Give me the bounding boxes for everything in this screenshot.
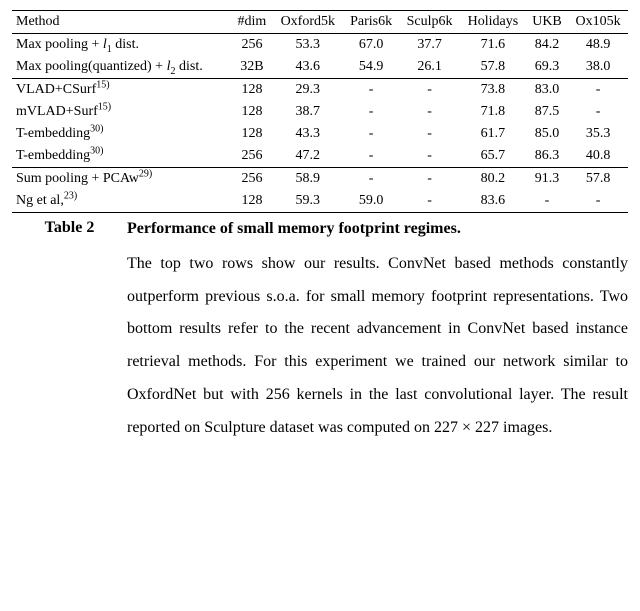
value-cell: 71.6 xyxy=(460,34,526,57)
table-caption: Table 2 Performance of small memory foot… xyxy=(12,219,628,445)
value-cell: 43.3 xyxy=(273,123,343,145)
value-cell: - xyxy=(568,101,628,123)
table-row: T-embedding30)12843.3--61.785.035.3 xyxy=(12,123,628,145)
value-cell: 38.0 xyxy=(568,56,628,79)
table-row: VLAD+CSurf15)12829.3--73.883.0- xyxy=(12,79,628,102)
value-cell: 256 xyxy=(231,168,272,191)
value-cell: 47.2 xyxy=(273,145,343,168)
value-cell: 87.5 xyxy=(526,101,568,123)
value-cell: 57.8 xyxy=(568,168,628,191)
value-cell: 48.9 xyxy=(568,34,628,57)
value-cell: 59.0 xyxy=(343,190,399,213)
value-cell: - xyxy=(399,168,460,191)
value-cell: - xyxy=(399,79,460,102)
value-cell: 59.3 xyxy=(273,190,343,213)
caption-body: Performance of small memory footprint re… xyxy=(127,219,628,445)
column-header: Paris6k xyxy=(343,11,399,34)
table-row: Max pooling(quantized) + l2 dist.32B43.6… xyxy=(12,56,628,79)
method-cell: Ng et al,23) xyxy=(12,190,231,213)
value-cell: 29.3 xyxy=(273,79,343,102)
method-cell: Sum pooling + PCAw29) xyxy=(12,168,231,191)
value-cell: - xyxy=(399,101,460,123)
value-cell: 73.8 xyxy=(460,79,526,102)
table-row: Max pooling + l1 dist.25653.367.037.771.… xyxy=(12,34,628,57)
column-header: #dim xyxy=(231,11,272,34)
value-cell: 38.7 xyxy=(273,101,343,123)
value-cell: 71.8 xyxy=(460,101,526,123)
results-table: Method#dimOxford5kParis6kSculp6kHolidays… xyxy=(12,10,628,213)
method-cell: VLAD+CSurf15) xyxy=(12,79,231,102)
value-cell: 85.0 xyxy=(526,123,568,145)
table-row: mVLAD+Surf15)12838.7--71.887.5- xyxy=(12,101,628,123)
caption-title: Performance of small memory footprint re… xyxy=(127,219,628,240)
column-header: Sculp6k xyxy=(399,11,460,34)
value-cell: 80.2 xyxy=(460,168,526,191)
value-cell: - xyxy=(343,168,399,191)
method-cell: Max pooling + l1 dist. xyxy=(12,34,231,57)
value-cell: - xyxy=(343,101,399,123)
value-cell: - xyxy=(399,145,460,168)
caption-text: The top two rows show our results. ConvN… xyxy=(127,255,628,436)
value-cell: 128 xyxy=(231,190,272,213)
value-cell: - xyxy=(526,190,568,213)
value-cell: - xyxy=(343,79,399,102)
value-cell: 57.8 xyxy=(460,56,526,79)
value-cell: 35.3 xyxy=(568,123,628,145)
value-cell: 86.3 xyxy=(526,145,568,168)
value-cell: 91.3 xyxy=(526,168,568,191)
value-cell: 69.3 xyxy=(526,56,568,79)
value-cell: 83.0 xyxy=(526,79,568,102)
column-header: Ox105k xyxy=(568,11,628,34)
value-cell: 256 xyxy=(231,145,272,168)
value-cell: 128 xyxy=(231,101,272,123)
value-cell: - xyxy=(568,190,628,213)
table-row: Sum pooling + PCAw29)25658.9--80.291.357… xyxy=(12,168,628,191)
value-cell: 65.7 xyxy=(460,145,526,168)
value-cell: 40.8 xyxy=(568,145,628,168)
method-cell: T-embedding30) xyxy=(12,145,231,168)
table-header-row: Method#dimOxford5kParis6kSculp6kHolidays… xyxy=(12,11,628,34)
value-cell: 37.7 xyxy=(399,34,460,57)
value-cell: 67.0 xyxy=(343,34,399,57)
value-cell: 128 xyxy=(231,79,272,102)
value-cell: 84.2 xyxy=(526,34,568,57)
value-cell: - xyxy=(568,79,628,102)
column-header: Holidays xyxy=(460,11,526,34)
caption-label: Table 2 xyxy=(12,219,127,237)
column-header: UKB xyxy=(526,11,568,34)
value-cell: - xyxy=(343,123,399,145)
value-cell: 256 xyxy=(231,34,272,57)
value-cell: - xyxy=(399,190,460,213)
method-cell: Max pooling(quantized) + l2 dist. xyxy=(12,56,231,79)
method-cell: mVLAD+Surf15) xyxy=(12,101,231,123)
table-row: Ng et al,23)12859.359.0-83.6-- xyxy=(12,190,628,213)
value-cell: - xyxy=(343,145,399,168)
value-cell: 61.7 xyxy=(460,123,526,145)
value-cell: 58.9 xyxy=(273,168,343,191)
value-cell: 26.1 xyxy=(399,56,460,79)
value-cell: 54.9 xyxy=(343,56,399,79)
value-cell: 83.6 xyxy=(460,190,526,213)
column-header: Oxford5k xyxy=(273,11,343,34)
value-cell: 53.3 xyxy=(273,34,343,57)
method-cell: T-embedding30) xyxy=(12,123,231,145)
value-cell: 128 xyxy=(231,123,272,145)
value-cell: 32B xyxy=(231,56,272,79)
table-row: T-embedding30)25647.2--65.786.340.8 xyxy=(12,145,628,168)
value-cell: 43.6 xyxy=(273,56,343,79)
value-cell: - xyxy=(399,123,460,145)
column-header: Method xyxy=(12,11,231,34)
